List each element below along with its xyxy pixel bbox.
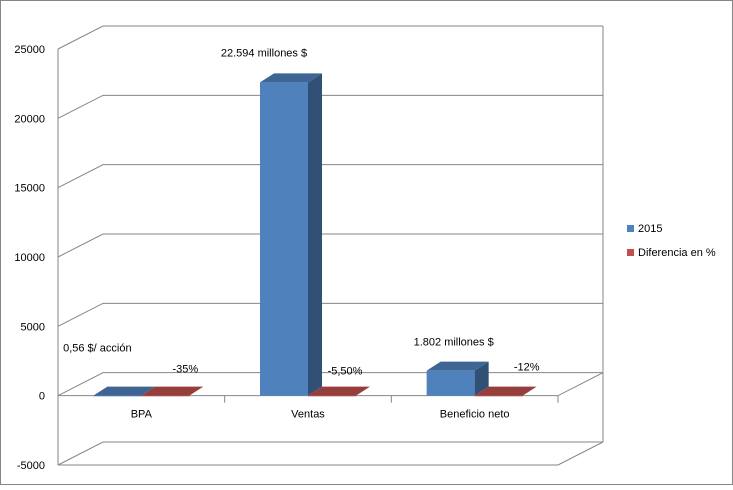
bar-front [93, 395, 142, 397]
y-tick-label: 10000 [14, 252, 45, 264]
category-label: Ventas [291, 409, 325, 421]
bar-front [426, 370, 475, 396]
bar-2015-bpa [93, 386, 156, 397]
data-label: 1.802 millones $ [414, 337, 494, 349]
data-label: -5,50% [328, 366, 363, 378]
legend: 2015 Diferencia en % [627, 223, 716, 259]
bar-front [141, 395, 190, 397]
data-label: 0,56 $/ acción [63, 343, 132, 355]
bar-diferencia-en--ventas [308, 386, 370, 397]
bar-side [308, 73, 322, 396]
y-tick-label: 20000 [14, 113, 45, 125]
bottom-edge [58, 441, 604, 466]
data-label: -35% [172, 364, 198, 376]
category-label: Beneficio neto [440, 409, 510, 421]
bar-2015-ventas [260, 73, 322, 396]
bar-top [426, 361, 489, 371]
legend-swatch [627, 225, 634, 232]
bar-side [141, 386, 156, 396]
bar-front [260, 82, 308, 396]
legend-label: 2015 [638, 223, 662, 235]
bar-diferencia-en--beneficio-neto [474, 386, 537, 397]
gridline [57, 302, 603, 327]
gridline [57, 441, 603, 466]
bar-top [141, 386, 204, 396]
bar-side [189, 386, 204, 396]
bar-front [308, 395, 356, 397]
y-tick-label: -5000 [17, 460, 45, 472]
y-tick-label: 0 [39, 391, 45, 403]
gridline [57, 164, 603, 189]
y-tick-label: 15000 [14, 183, 45, 195]
bar-front [474, 395, 523, 397]
bar-top [474, 386, 537, 396]
y-tick-label: 25000 [14, 44, 45, 56]
legend-swatch [627, 249, 634, 256]
data-label: 22.594 millones $ [221, 47, 307, 59]
bar-top [93, 386, 156, 396]
bar-top [260, 73, 322, 83]
y-tick-label: 5000 [21, 321, 45, 333]
category-label: BPA [131, 409, 153, 421]
bar-diferencia-en--bpa [141, 386, 204, 397]
gridline [57, 25, 603, 50]
legend-label: Diferencia en % [638, 247, 716, 259]
bar-side [356, 386, 370, 396]
bar-side [474, 361, 489, 396]
bar-top [308, 386, 370, 396]
bar-2015-beneficio-neto [426, 361, 489, 396]
data-label: -12% [514, 362, 540, 374]
gridline [57, 233, 603, 258]
gridline [57, 94, 603, 119]
bar-side [522, 386, 537, 396]
